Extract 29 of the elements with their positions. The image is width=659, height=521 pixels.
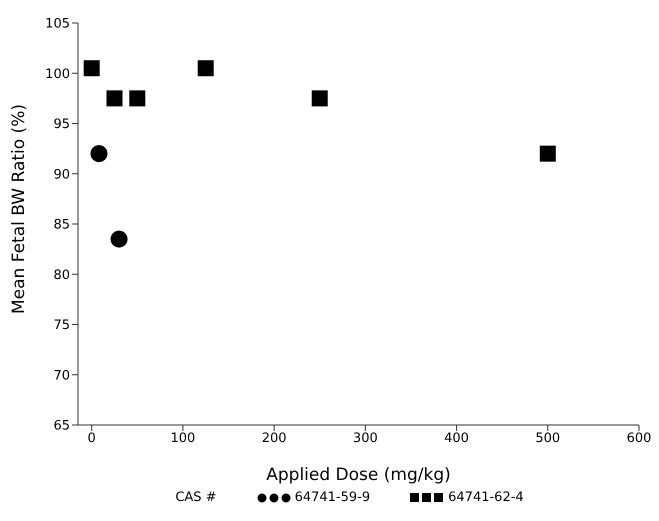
y-tick-label: 100 (45, 66, 70, 82)
x-tick-label: 600 (626, 431, 652, 446)
y-tick-label: 75 (53, 318, 70, 334)
point (198, 60, 214, 76)
y-tick-label: 65 (53, 418, 70, 434)
point (106, 90, 122, 106)
y-tick-label: 80 (53, 268, 70, 283)
y-tick-label: 85 (53, 218, 70, 233)
legend-label: 64741-59-9 (294, 490, 370, 505)
point (84, 60, 100, 76)
y-tick-label: 105 (45, 16, 70, 32)
x-tick-label: 0 (88, 431, 96, 446)
y-tick-label: 90 (53, 167, 70, 182)
x-axis-title: Applied Dose (mg/kg) (266, 465, 451, 485)
point (540, 146, 556, 162)
legend-label: 64741-62-4 (448, 490, 524, 505)
y-tick-label: 95 (53, 117, 70, 132)
point (129, 90, 146, 106)
point (110, 230, 128, 248)
x-tick-label: 400 (444, 431, 469, 446)
x-tick-label: 300 (352, 431, 378, 446)
legend-title: CAS # (175, 490, 217, 505)
x-tick-label: 100 (170, 431, 196, 446)
x-tick-label: 500 (535, 431, 560, 446)
point (90, 145, 108, 162)
x-tick-label: 200 (262, 431, 287, 446)
y-axis-title: Mean Fetal BW Ratio (%) (9, 104, 30, 314)
point (312, 90, 328, 106)
y-tick-label: 70 (53, 368, 70, 384)
